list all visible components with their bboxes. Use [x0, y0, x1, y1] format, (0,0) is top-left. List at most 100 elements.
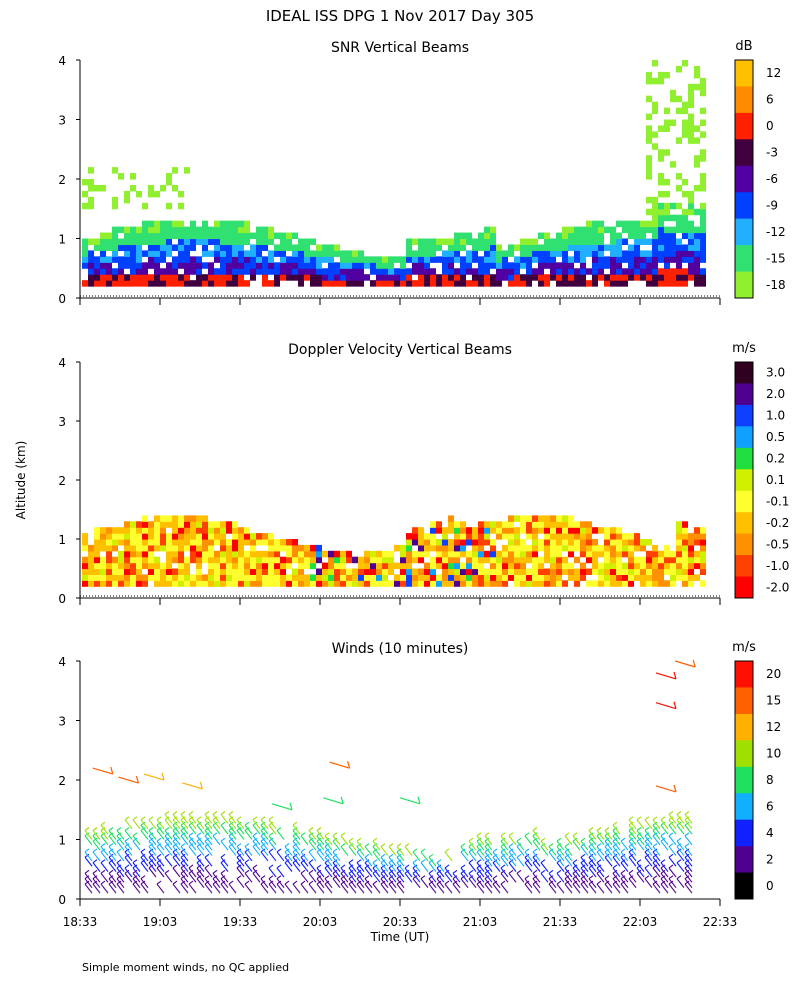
- heatmap-cell: [82, 280, 88, 287]
- wind-barb: [628, 843, 637, 856]
- heatmap-cell: [88, 268, 94, 275]
- wind-barb: [580, 880, 589, 894]
- wind-barb: [612, 848, 621, 862]
- heatmap-cell: [544, 521, 550, 528]
- heatmap-cell: [682, 539, 688, 546]
- heatmap-cell: [418, 539, 424, 546]
- wind-barb: [436, 875, 445, 889]
- heatmap-cell: [436, 274, 442, 281]
- x-tick-label: 20:03: [303, 915, 338, 929]
- heatmap-cell: [508, 250, 514, 257]
- heatmap-cell: [682, 533, 688, 540]
- wind-barb: [204, 827, 213, 840]
- heatmap-cell: [130, 173, 136, 180]
- heatmap-cell: [142, 521, 148, 528]
- heatmap-cell: [622, 574, 628, 581]
- heatmap-cell: [220, 268, 226, 275]
- wind-barb: [164, 837, 173, 851]
- heatmap-cell: [418, 580, 424, 587]
- heatmap-cell: [106, 232, 112, 240]
- heatmap-cell: [478, 544, 484, 552]
- heatmap-cell: [520, 562, 526, 570]
- heatmap-cell: [112, 539, 118, 546]
- heatmap-cell: [640, 574, 646, 581]
- wind-barb: [676, 810, 685, 824]
- heatmap-cell: [160, 244, 166, 251]
- heatmap-cell: [244, 556, 250, 564]
- wind-barb: [500, 880, 509, 894]
- wind-barb: [323, 796, 344, 805]
- heatmap-cell: [508, 562, 514, 570]
- wind-barb: [308, 880, 317, 894]
- wind-barb: [628, 875, 637, 889]
- heatmap-cell: [352, 250, 358, 257]
- heatmap-cell: [100, 280, 106, 287]
- heatmap-cell: [130, 556, 136, 564]
- heatmap-cell: [568, 574, 574, 581]
- heatmap-cell: [460, 580, 466, 587]
- wind-barb: [316, 832, 325, 846]
- heatmap-cell: [454, 244, 460, 251]
- heatmap-cell: [544, 533, 550, 540]
- wind-barb: [444, 848, 453, 862]
- heatmap-cell: [406, 562, 412, 570]
- wind-barb: [268, 821, 277, 835]
- heatmap-cell: [268, 556, 274, 564]
- heatmap-cell: [82, 539, 88, 546]
- heatmap-cell: [562, 533, 568, 540]
- heatmap-cell: [166, 521, 172, 528]
- wind-barb: [324, 853, 333, 867]
- wind-barb: [500, 869, 509, 883]
- heatmap-cell: [88, 562, 94, 570]
- heatmap-cell: [658, 550, 664, 558]
- heatmap-cell: [226, 244, 232, 251]
- heatmap-cell: [196, 527, 202, 534]
- heatmap-cell: [682, 208, 688, 216]
- heatmap-cell: [148, 244, 154, 251]
- heatmap-cell: [316, 280, 322, 287]
- heatmap-cell: [562, 580, 568, 587]
- heatmap-cell: [172, 226, 178, 234]
- wind-barb: [156, 843, 165, 856]
- heatmap-cell: [142, 562, 148, 570]
- heatmap-cell: [244, 527, 250, 534]
- heatmap-cell: [652, 562, 658, 570]
- heatmap-cell: [196, 550, 202, 558]
- heatmap-cell: [532, 574, 538, 581]
- colorbar-swatch: [735, 86, 753, 114]
- heatmap-cell: [166, 544, 172, 552]
- heatmap-cell: [598, 250, 604, 257]
- wind-barb: [148, 864, 157, 878]
- heatmap-cell: [286, 268, 292, 275]
- heatmap-cell: [520, 527, 526, 534]
- heatmap-cell: [664, 214, 670, 222]
- wind-barb: [164, 810, 173, 824]
- x-tick-label: 19:33: [223, 915, 258, 929]
- wind-barb: [332, 864, 341, 878]
- heatmap-cell: [700, 119, 706, 126]
- heatmap-cell: [142, 515, 148, 522]
- wind-barb: [684, 810, 693, 824]
- wind-barb: [108, 848, 117, 862]
- heatmap-cell: [556, 238, 562, 245]
- heatmap-cell: [238, 256, 244, 263]
- heatmap-cell: [202, 274, 208, 281]
- wind-barb: [564, 880, 573, 894]
- heatmap-cell: [658, 190, 664, 198]
- heatmap-cell: [682, 60, 688, 67]
- wind-barb: [396, 875, 405, 889]
- wind-barb: [212, 810, 221, 824]
- wind-barb: [124, 848, 133, 862]
- wind-barb: [308, 869, 317, 883]
- heatmap-cell: [544, 515, 550, 522]
- heatmap-cell: [532, 238, 538, 245]
- wind-barb: [628, 832, 637, 846]
- heatmap-cell: [598, 550, 604, 558]
- wind-barb: [572, 880, 581, 894]
- colorbar-label: 20: [766, 667, 781, 681]
- heatmap-cell: [634, 220, 640, 228]
- heatmap-cell: [358, 556, 364, 564]
- heatmap-cell: [664, 274, 670, 281]
- wind-barb: [356, 864, 365, 878]
- heatmap-cell: [226, 556, 232, 564]
